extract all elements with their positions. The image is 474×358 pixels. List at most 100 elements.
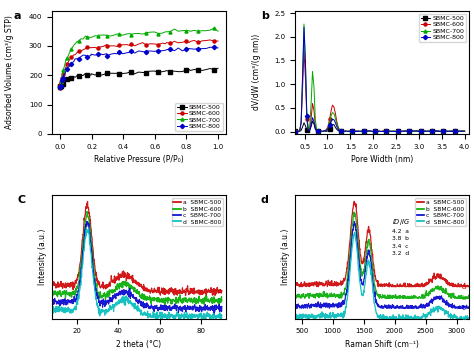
SBMC-600 — [339, 129, 345, 133]
SBMC-500 — [108, 71, 114, 76]
SBMC-500 — [339, 129, 345, 134]
Text: b: b — [462, 295, 466, 301]
SBMC-500 — [61, 80, 67, 84]
SBMC-700 — [301, 22, 307, 26]
SBMC-600 — [459, 129, 465, 133]
Line: SBMC-500: SBMC-500 — [59, 67, 219, 88]
SBMC-500 — [410, 129, 416, 134]
Line: SBMC-800: SBMC-800 — [294, 25, 466, 133]
SBMC-600 — [60, 72, 66, 76]
SBMC-600 — [61, 72, 66, 76]
Text: 3.4  c: 3.4 c — [392, 244, 408, 249]
Text: b: b — [261, 11, 269, 21]
Text: c: c — [462, 305, 465, 310]
Text: a: a — [14, 11, 21, 21]
Text: c: c — [218, 306, 221, 311]
SBMC-500 — [112, 71, 118, 76]
SBMC-500 — [388, 129, 393, 134]
Line: SBMC-600: SBMC-600 — [59, 38, 219, 90]
SBMC-700 — [60, 70, 66, 74]
Legend: a  SBMC-500, b  SBMC-600, c  SBMC-700, d  SBMC-800: a SBMC-500, b SBMC-600, c SBMC-700, d SB… — [415, 198, 466, 226]
SBMC-700 — [339, 129, 345, 134]
Legend: SBMC-500, SBMC-600, SBMC-700, SBMC-800: SBMC-500, SBMC-600, SBMC-700, SBMC-800 — [175, 103, 223, 131]
SBMC-600 — [462, 129, 467, 134]
X-axis label: Raman Shift (cm⁻¹): Raman Shift (cm⁻¹) — [346, 340, 419, 349]
SBMC-800 — [215, 46, 221, 50]
SBMC-500 — [191, 67, 197, 72]
SBMC-800 — [61, 72, 67, 77]
SBMC-700 — [68, 47, 74, 51]
SBMC-800 — [388, 129, 393, 134]
SBMC-600 — [187, 39, 193, 44]
SBMC-600 — [68, 55, 74, 59]
SBMC-800 — [112, 51, 118, 55]
SBMC-600 — [104, 44, 109, 49]
SBMC-700 — [292, 129, 298, 133]
Y-axis label: dV/dW (cm³/(g nm)): dV/dW (cm³/(g nm)) — [252, 34, 261, 110]
SBMC-800 — [301, 25, 307, 29]
Text: d: d — [261, 195, 269, 205]
SBMC-600 — [398, 129, 403, 134]
Text: d: d — [218, 314, 222, 320]
SBMC-800 — [428, 129, 433, 133]
SBMC-600 — [292, 129, 298, 133]
SBMC-500 — [443, 129, 449, 134]
SBMC-700 — [57, 85, 63, 89]
SBMC-700 — [412, 129, 418, 134]
SBMC-700 — [215, 29, 221, 33]
SBMC-600 — [429, 129, 435, 134]
SBMC-800 — [457, 129, 463, 134]
Text: 3.2  d: 3.2 d — [392, 251, 409, 256]
Line: SBMC-700: SBMC-700 — [59, 27, 219, 88]
SBMC-500 — [310, 119, 315, 123]
SBMC-800 — [57, 87, 63, 91]
Text: a: a — [218, 289, 222, 294]
SBMC-600 — [207, 38, 213, 42]
Line: SBMC-600: SBMC-600 — [294, 49, 466, 133]
SBMC-800 — [329, 117, 335, 121]
SBMC-500 — [329, 122, 335, 127]
SBMC-800 — [71, 59, 77, 64]
SBMC-700 — [187, 29, 193, 33]
SBMC-700 — [462, 129, 467, 134]
Line: SBMC-500: SBMC-500 — [294, 120, 466, 133]
SBMC-700 — [429, 129, 435, 134]
Line: SBMC-800: SBMC-800 — [59, 46, 219, 90]
SBMC-500 — [57, 84, 63, 89]
SBMC-500 — [462, 129, 467, 134]
Y-axis label: Intensity (a.u.): Intensity (a.u.) — [37, 229, 46, 285]
SBMC-800 — [61, 76, 66, 80]
SBMC-700 — [108, 34, 114, 38]
SBMC-600 — [215, 39, 221, 43]
SBMC-800 — [410, 129, 416, 133]
SBMC-600 — [329, 103, 335, 107]
SBMC-800 — [207, 45, 213, 49]
X-axis label: 2 theta (°C): 2 theta (°C) — [117, 340, 162, 349]
SBMC-700 — [211, 26, 217, 30]
Y-axis label: Intensity (a.u.): Intensity (a.u.) — [281, 229, 290, 285]
SBMC-700 — [341, 129, 346, 134]
SBMC-500 — [215, 66, 221, 71]
SBMC-500 — [428, 129, 433, 134]
SBMC-800 — [191, 47, 197, 51]
SBMC-700 — [61, 68, 66, 72]
SBMC-500 — [57, 84, 63, 88]
Text: C: C — [18, 195, 26, 205]
SBMC-600 — [108, 44, 114, 48]
Y-axis label: Adsorbed Volume (cm³/g STP): Adsorbed Volume (cm³/g STP) — [5, 15, 14, 129]
Line: SBMC-700: SBMC-700 — [294, 23, 466, 133]
SBMC-800 — [292, 129, 298, 134]
SBMC-800 — [339, 129, 345, 134]
SBMC-500 — [71, 74, 77, 79]
Legend: SBMC-500, SBMC-600, SBMC-700, SBMC-800: SBMC-500, SBMC-600, SBMC-700, SBMC-800 — [419, 14, 466, 42]
SBMC-700 — [459, 129, 465, 133]
SBMC-800 — [57, 85, 63, 90]
SBMC-800 — [462, 129, 467, 133]
SBMC-500 — [61, 81, 66, 86]
Text: $ID/IG$: $ID/IG$ — [392, 218, 410, 227]
SBMC-600 — [388, 129, 393, 134]
SBMC-700 — [104, 34, 109, 38]
Text: b: b — [218, 298, 222, 304]
SBMC-500 — [459, 129, 465, 133]
Text: a: a — [462, 284, 466, 290]
